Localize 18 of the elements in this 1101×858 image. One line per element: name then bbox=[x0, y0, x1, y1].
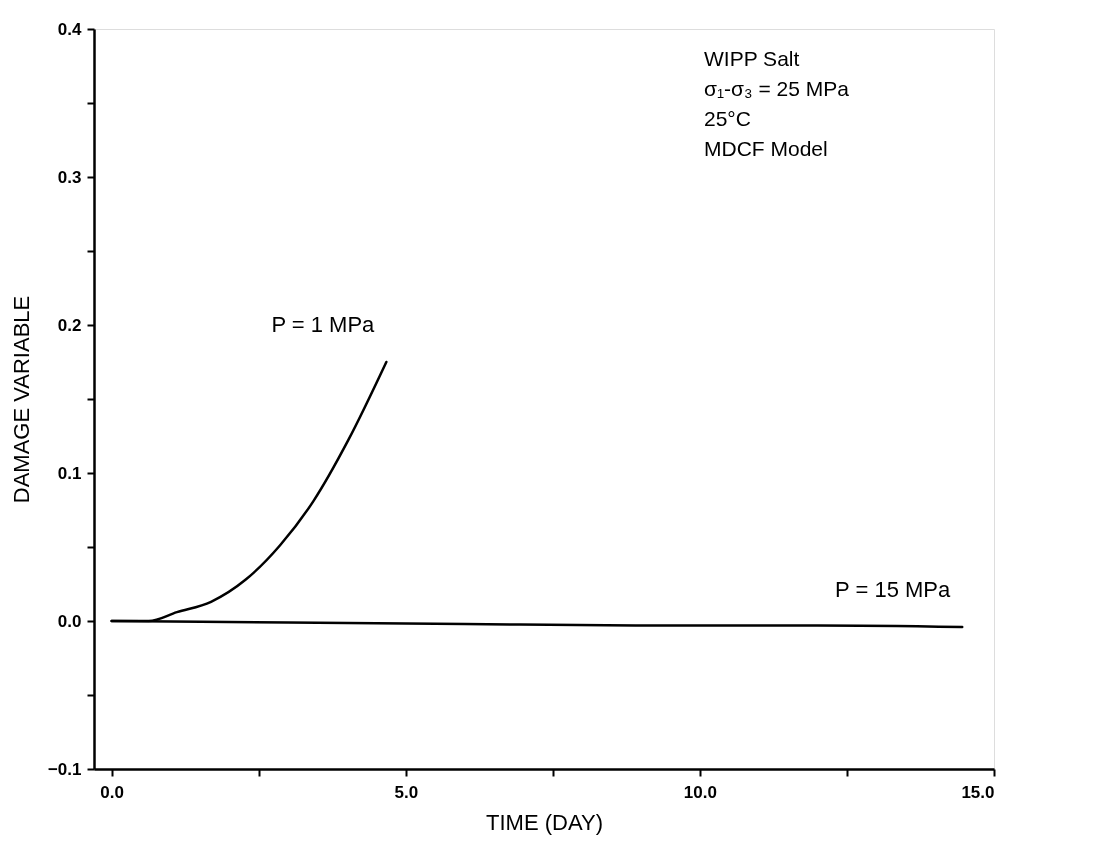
y-axis-title: DAMAGE VARIABLE bbox=[8, 295, 34, 504]
y-tick-label: 0.4 bbox=[57, 19, 83, 39]
y-tick-label: 0.2 bbox=[57, 315, 82, 335]
x-tick-label: 10.0 bbox=[683, 782, 717, 802]
x-tick-label: 0.0 bbox=[100, 782, 124, 802]
annotation: WIPP Salt bbox=[704, 47, 800, 70]
y-tick-label: 0.0 bbox=[57, 611, 82, 631]
x-axis-title: TIME (DAY) bbox=[486, 809, 603, 835]
series-label: P = 1 MPa bbox=[271, 312, 376, 337]
x-tick-label: 5.0 bbox=[394, 782, 419, 802]
annotation: MDCF Model bbox=[704, 137, 828, 160]
y-tick-label: 0.1 bbox=[57, 463, 82, 483]
annotation: σ₁-σ₃ = 25 MPa bbox=[704, 77, 850, 100]
y-tick-label: 0.3 bbox=[57, 167, 82, 187]
x-tick-label: 15.0 bbox=[961, 782, 995, 802]
y-tick-label: −0.1 bbox=[47, 759, 82, 779]
series-label: P = 15 MPa bbox=[835, 576, 951, 602]
annotation: 25°C bbox=[704, 107, 751, 130]
